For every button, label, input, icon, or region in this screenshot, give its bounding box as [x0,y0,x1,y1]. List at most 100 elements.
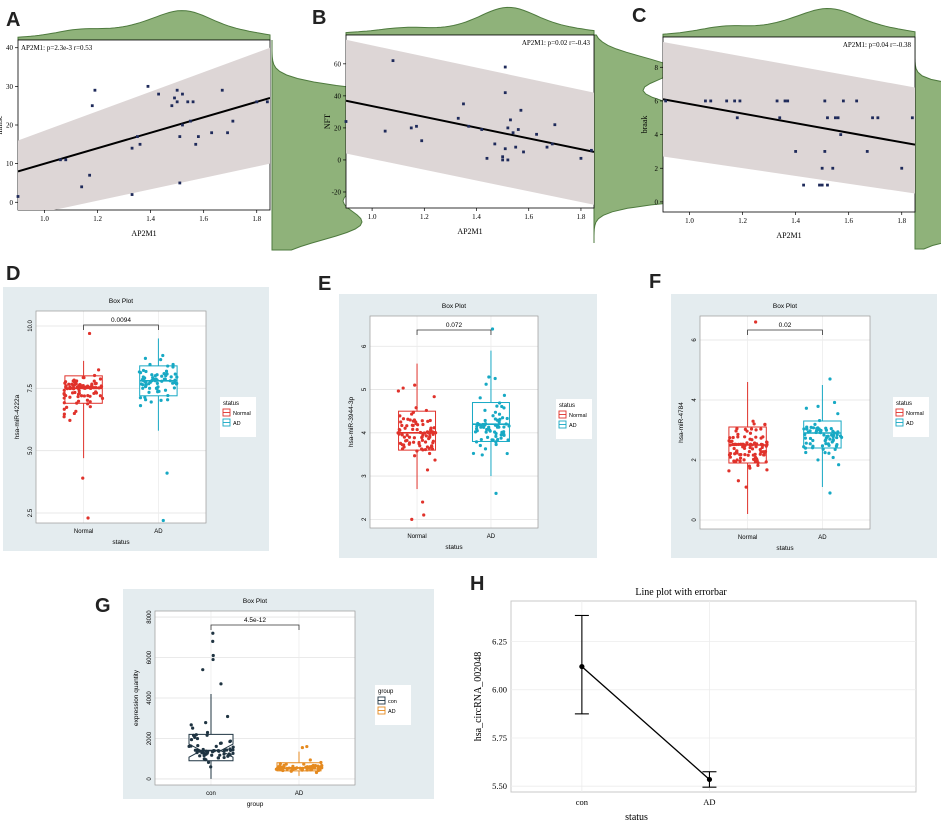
jitter-point [231,745,235,749]
jitter-point [420,438,425,442]
jitter-point [205,750,210,754]
data-point [178,135,182,138]
jitter-point [143,356,148,360]
jitter-point [762,453,766,457]
data-point [820,183,824,187]
jitter-point [479,437,483,442]
jitter-point [314,770,319,775]
data-point [409,126,413,130]
x-tick-label: Normal [738,535,757,541]
jitter-point [493,423,498,427]
data-point [535,132,538,136]
y-tick-label: 0 [692,518,698,522]
jitter-point [92,386,96,390]
outlier-point [494,491,498,495]
y-tick-label: 40 [6,44,14,52]
jitter-point [431,441,435,445]
jitter-point [144,369,148,374]
jitter-point [502,393,507,397]
jitter-point [400,433,404,437]
jitter-point [62,388,66,392]
jitter-point [407,435,412,439]
y-tick-label: 0 [338,156,342,164]
data-point [170,104,174,108]
data-point [462,102,465,106]
data-point [501,155,505,159]
jitter-point [97,386,101,390]
jitter-point [736,479,740,483]
outlier-point [81,476,85,480]
jitter-point [206,760,211,765]
x-tick-label: AD [295,791,304,797]
jitter-point [222,752,226,756]
jitter-point [290,768,294,772]
jitter-point [411,427,415,431]
jitter-point [68,386,73,390]
data-point [831,166,835,170]
data-point [506,158,510,162]
data-point [778,116,782,120]
y-tick-label: 20 [6,122,14,130]
jitter-point [735,458,739,462]
outlier-point [87,331,92,336]
jitter-point [62,407,66,411]
jitter-point [742,458,746,462]
jitter-point [744,485,748,489]
plot-frame [699,315,871,530]
jitter-point [201,747,205,752]
jitter-point [427,437,431,441]
jitter-point [494,431,498,436]
jitter-point [399,420,403,424]
jitter-point [313,764,318,768]
jitter-point [195,736,200,741]
data-point [550,142,554,146]
jitter-point [417,440,421,445]
y-tick-label: 5.75 [492,733,507,743]
jitter-point [202,757,206,761]
jitter-point [187,744,191,749]
outlier-point [165,471,169,475]
jitter-point [319,760,323,765]
panel-label: E [318,273,331,295]
data-point [383,129,387,133]
y-axis-label: braak [640,116,649,134]
data-point [509,118,512,122]
data-point [415,124,418,128]
jitter-point [502,430,506,434]
jitter-point [421,422,425,427]
jitter-point [398,428,402,432]
jitter-point [755,458,759,463]
jitter-point [316,764,320,768]
jitter-point [140,378,144,382]
x-axis-label: AP2M1 [131,229,156,238]
legend-box [893,397,929,437]
y-tick-label: 6.25 [492,637,507,647]
jitter-point [728,451,733,456]
jitter-point [77,389,81,393]
x-tick-label: 1.2 [93,215,102,223]
series-line [581,666,710,780]
y-tick-label: 6 [692,338,698,342]
plot-frame [369,315,539,529]
jitter-point [506,438,510,442]
legend-label: Normal [906,411,924,417]
jitter-point [278,762,282,766]
data-point [191,100,195,104]
jitter-point [732,446,736,451]
plot-frame [35,310,207,524]
jitter-point [153,374,157,378]
data-point [181,123,184,127]
jitter-point [72,386,76,390]
outlier-point [211,639,215,643]
jitter-point [63,381,67,385]
jitter-point [405,438,409,443]
jitter-point [231,748,235,752]
y-tick-label: 8 [655,64,659,72]
plot-area [700,316,870,529]
jitter-point [198,749,202,753]
jitter-point [216,748,220,753]
jitter-point [75,385,79,389]
jitter-point [403,426,407,430]
y-tick-label: 60 [334,60,342,68]
jitter-point [731,435,735,440]
